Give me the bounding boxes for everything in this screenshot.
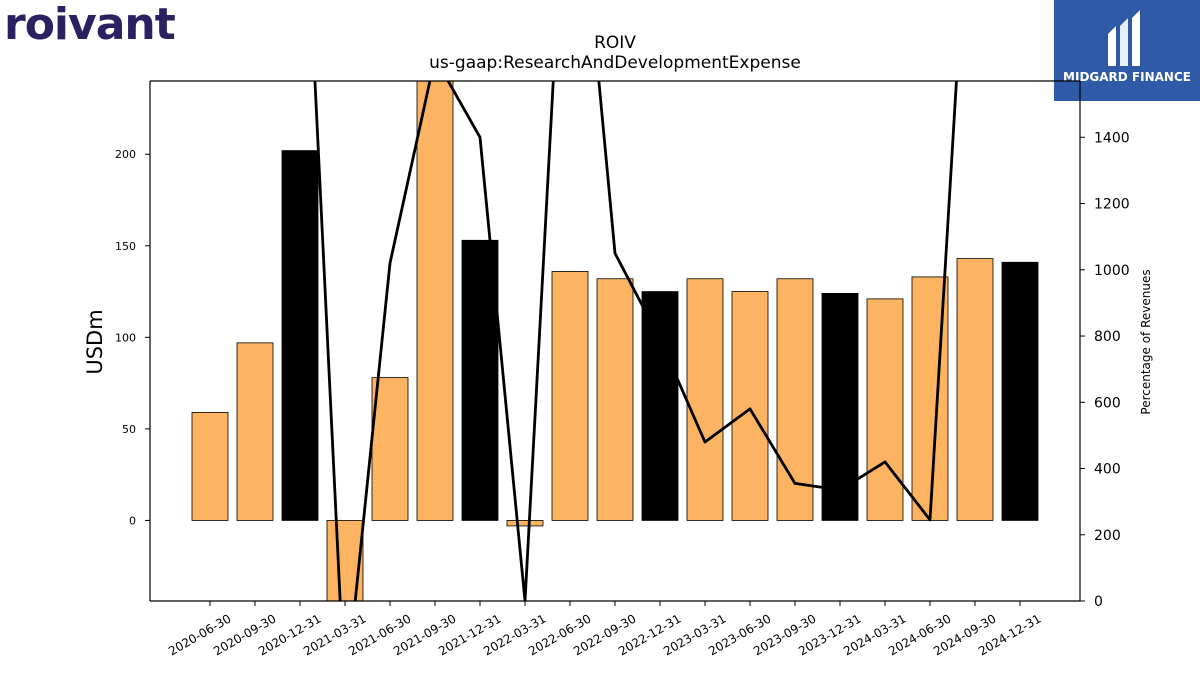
bar-2024-12-31 (1001, 261, 1039, 521)
y-tick-label: 150 (115, 240, 136, 253)
y2-tick-label: 800 (1094, 329, 1121, 345)
y2-tick-label: 1200 (1094, 197, 1130, 213)
chart-title: ROIV (594, 33, 636, 53)
bar-2022-09-30 (596, 278, 634, 521)
y2-tick-label: 1000 (1094, 263, 1130, 279)
left-axis-ticks: 0 50 100 150 200 (115, 148, 150, 527)
y2-axis-label: Percentage of Revenues (1139, 269, 1153, 414)
y2-tick-label: 1400 (1094, 130, 1130, 146)
bars (191, 81, 1039, 601)
bar-2021-09-30 (416, 81, 454, 521)
x-axis-ticks: 2020-06-302020-09-302020-12-312021-03-31… (166, 601, 1044, 658)
midgard-emblem-icon (1108, 10, 1140, 66)
y-axis-label: USDm (83, 309, 107, 374)
bar-2021-12-31 (461, 239, 499, 521)
bar-2022-06-30 (551, 271, 589, 521)
y-tick-label: 50 (122, 423, 136, 436)
chart-subtitle: us-gaap:ResearchAndDevelopmentExpense (429, 53, 801, 73)
y-tick-label: 200 (115, 148, 136, 161)
bar-2023-09-30 (776, 278, 814, 521)
bar-2020-06-30 (191, 412, 229, 521)
roivant-logo: roivant (4, 0, 176, 50)
line-path (313, 81, 958, 601)
bar-2020-12-31 (281, 150, 319, 521)
bar-2020-09-30 (236, 342, 274, 521)
bar-2024-09-30 (956, 258, 994, 521)
midgard-brand-text: MIDGARD FINANCE (1063, 70, 1191, 84)
y2-tick-label: 400 (1094, 462, 1121, 478)
y2-tick-label: 600 (1094, 395, 1121, 411)
bar-2021-06-30 (371, 377, 409, 521)
right-axis-ticks: 0 200 400 600 800 1000 1200 1400 (1080, 130, 1130, 610)
y-tick-label: 100 (115, 331, 136, 344)
y-tick-label: 0 (129, 514, 136, 527)
bar-2023-12-31 (821, 292, 859, 521)
bar-2022-03-31 (506, 520, 544, 527)
bar-2024-03-31 (866, 298, 904, 521)
bar-2023-03-31 (686, 278, 724, 521)
midgard-finance-logo: MIDGARD FINANCE (1054, 0, 1200, 101)
bar-2023-06-30 (731, 291, 769, 521)
y2-tick-label: 200 (1094, 528, 1121, 544)
bar-2022-12-31 (641, 291, 679, 521)
y2-tick-label: 0 (1094, 594, 1103, 610)
revenue-percentage-line (313, 81, 958, 601)
